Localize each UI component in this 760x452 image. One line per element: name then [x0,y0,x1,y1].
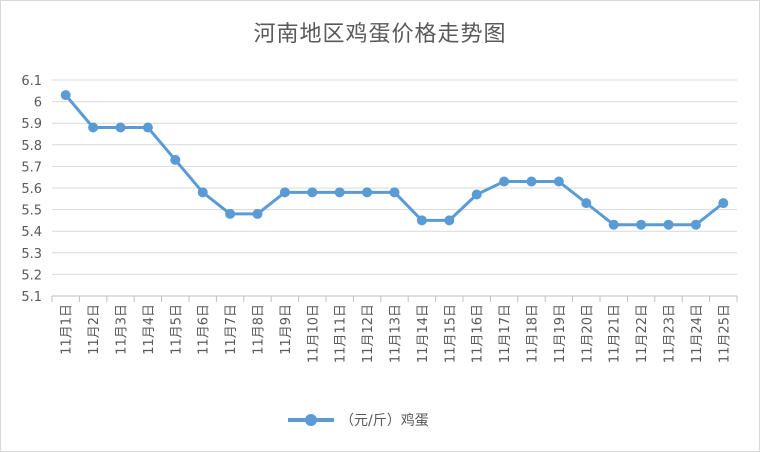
y-tick-label: 5.7 [21,160,42,175]
x-tick-label: 11月3日 [115,304,130,355]
y-tick-label: 6 [34,96,42,111]
y-tick-label: 5.2 [21,268,42,283]
x-tick-label: 11月1日 [60,304,75,355]
x-tick-label: 11月11日 [334,304,349,363]
data-point [115,122,126,133]
y-tick-label: 5.6 [21,182,42,197]
legend: （元/斤）鸡蛋 [288,410,429,430]
legend-label: （元/斤）鸡蛋 [340,413,429,429]
data-point [88,122,99,133]
data-point [444,215,455,226]
data-point [690,219,701,230]
chart-title: 河南地区鸡蛋价格走势图 [253,22,507,47]
y-tick-label: 5.9 [21,117,42,132]
data-point [60,90,71,101]
x-tick-label: 11月25日 [717,304,732,363]
x-tick-label: 11月2日 [87,304,102,355]
x-tick-label: 11月19日 [553,304,568,363]
data-point [416,215,427,226]
x-tick-label: 11月4日 [142,304,157,355]
data-point [663,219,674,230]
data-point [718,198,729,209]
x-tick-label: 11月20日 [580,304,595,363]
series-line [64,94,725,227]
data-point [636,219,647,230]
data-point [362,187,373,198]
data-point [334,187,345,198]
x-tick-label: 11月8日 [252,304,267,355]
data-point [252,208,263,219]
data-point [279,187,290,198]
x-tick-label: 11月17日 [498,304,513,363]
x-axis: 11月1日 11月2日 11月3日 11月4日 11月5日 11月6日 11月7日 11月8日… [51,296,738,363]
data-point [608,219,619,230]
x-tick-label: 11月5日 [169,304,184,355]
data-point [170,154,181,165]
data-point [553,176,564,187]
data-point [471,189,482,200]
x-tick-label: 11月21日 [608,304,623,363]
legend-line-marker-icon [288,414,334,426]
data-point [581,198,592,209]
x-tick-label: 11月15日 [443,304,458,363]
x-tick-label: 11月18日 [526,304,541,363]
y-axis: 5.1 5.2 5.3 5.4 5.5 5.6 5.7 5.8 5.9 6 6.1 [21,74,42,305]
data-point [526,176,537,187]
series-layer [60,90,729,230]
x-tick-label: 11月22日 [635,304,650,363]
x-tick-label: 11月7日 [224,304,239,355]
data-point [307,187,318,198]
x-tick-label: 11月10日 [306,304,321,363]
x-tick-label: 11月24日 [690,304,705,363]
data-point [142,122,153,133]
data-point [197,187,208,198]
x-tick-label: 11月23日 [663,304,678,363]
y-tick-label: 5.4 [21,225,42,240]
y-tick-label: 5.8 [21,139,42,154]
x-tick-label: 11月16日 [471,304,486,363]
data-point [389,187,400,198]
x-tick-label: 11月14日 [416,304,431,363]
x-tick-label: 11月9日 [279,304,294,355]
data-point [225,208,236,219]
x-tick-label: 11月12日 [361,304,376,363]
y-tick-label: 5.3 [21,247,42,262]
y-tick-label: 6.1 [21,74,42,89]
x-tick-label: 11月6日 [197,304,212,355]
data-point [499,176,510,187]
y-tick-label: 5.5 [21,204,42,219]
y-tick-label: 5.1 [21,290,42,305]
x-tick-label: 11月13日 [389,304,404,363]
